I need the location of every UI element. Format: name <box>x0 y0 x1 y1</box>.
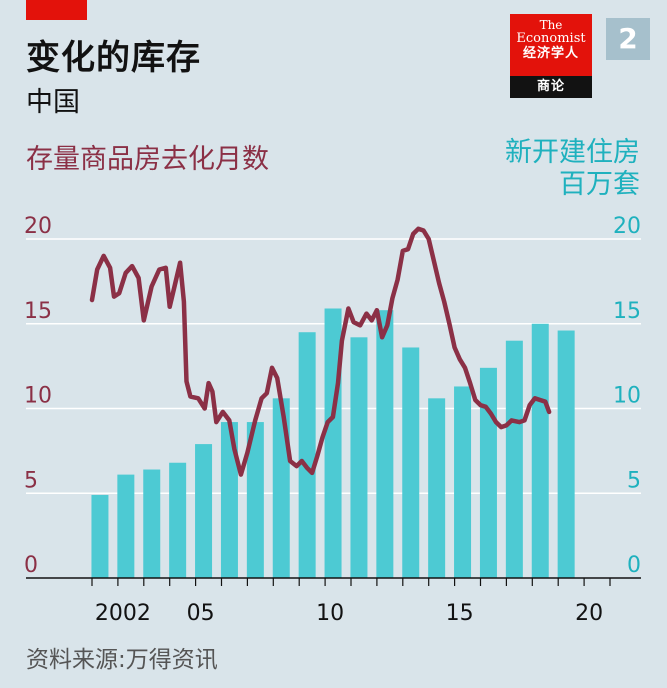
bar-2008 <box>272 398 290 578</box>
left-tick-label: 10 <box>24 384 52 409</box>
bar-2003 <box>143 469 161 578</box>
bar-2015 <box>454 386 472 578</box>
bar-2018 <box>531 323 549 578</box>
bar-2014 <box>428 398 446 578</box>
chart-subtitle: 中国 <box>26 87 80 118</box>
bar-2005 <box>195 444 213 578</box>
x-tick-label: 2002 <box>95 601 151 626</box>
series-line-inventory-months <box>89 226 552 477</box>
logo-chinese-name: 经济学人 <box>522 46 579 62</box>
bar-2007 <box>246 422 264 578</box>
bar-2012 <box>376 310 394 578</box>
right-tick-label: 15 <box>613 299 641 324</box>
left-tick-label: 0 <box>24 553 38 578</box>
logo-red-block: The Economist 经济学人 <box>510 14 592 76</box>
bar-2006 <box>220 422 238 578</box>
chart-number-badge: 2 <box>606 18 650 60</box>
right-tick-label: 20 <box>613 214 641 239</box>
bar-2017 <box>505 340 523 578</box>
bar-2009 <box>298 332 316 578</box>
bar-2002 <box>117 474 135 578</box>
source-note: 资料来源:万得资讯 <box>26 647 218 673</box>
right-tick-label: 0 <box>627 553 641 578</box>
brand-red-tab <box>26 0 87 20</box>
left-tick-label: 5 <box>24 468 38 493</box>
bar-2016 <box>479 367 497 578</box>
right-tick-label: 10 <box>613 384 641 409</box>
logo-shanglun: 商论 <box>510 76 592 98</box>
right-axis-label-line2: 百万套 <box>559 169 640 201</box>
bar-2013 <box>402 347 420 578</box>
x-tick-label: 15 <box>446 601 474 626</box>
left-tick-label: 20 <box>24 214 52 239</box>
left-axis-label: 存量商品房去化月数 <box>26 144 269 175</box>
logo-the: The <box>539 18 563 32</box>
bar-2019 <box>557 330 575 578</box>
right-tick-label: 5 <box>627 468 641 493</box>
x-tick-label: 10 <box>316 601 344 626</box>
bar-2001 <box>91 494 109 578</box>
x-tick-label: 20 <box>575 601 603 626</box>
logo-economist: Economist <box>516 30 586 46</box>
bar-2004 <box>169 462 187 578</box>
right-axis-label-line1: 新开建住房 <box>505 137 640 168</box>
right-axis-label: 新开建住房 百万套 <box>505 137 640 202</box>
left-tick-label: 15 <box>24 299 52 324</box>
x-tick-label: 05 <box>187 601 215 626</box>
chart-title: 变化的库存 <box>26 38 201 78</box>
economist-logo: The Economist 经济学人 商论 <box>510 14 592 98</box>
bar-2011 <box>350 337 368 578</box>
